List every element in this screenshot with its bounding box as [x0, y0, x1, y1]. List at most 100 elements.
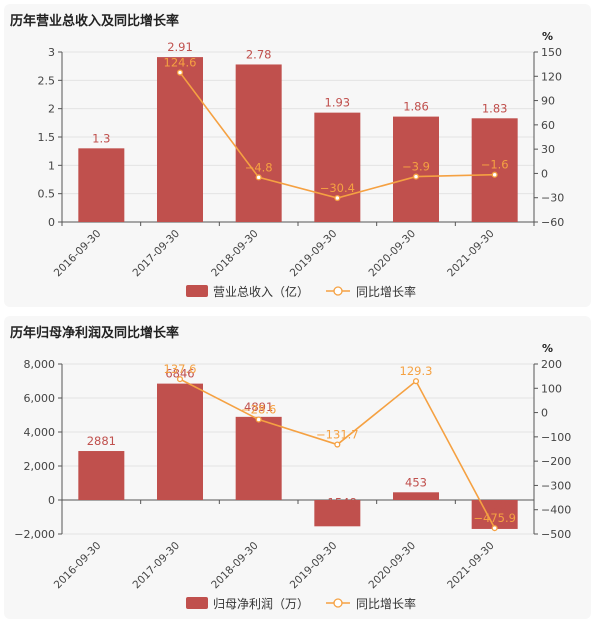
x-tick-label: 2016-09-30 [52, 540, 104, 592]
bar [314, 500, 361, 527]
y-tick-label-right: 100 [541, 382, 562, 395]
legend: 营业总收入（亿） 同比增长率 [186, 284, 416, 299]
x-tick-label: 2021-09-30 [445, 228, 497, 280]
y-tick-label-right: 120 [541, 70, 562, 83]
x-tick-label: 2020-09-30 [366, 540, 418, 592]
legend-bar-swatch [186, 597, 208, 609]
x-tick-label: 2019-09-30 [288, 540, 340, 592]
bar [235, 64, 282, 222]
y-tick-label-left: 1 [48, 159, 55, 172]
growth-value-label: −4.8 [245, 160, 273, 174]
bar [78, 148, 125, 222]
growth-value-label: 137.6 [164, 362, 197, 376]
y-tick-label-left: 0 [48, 216, 55, 229]
y-tick-label-left: −2,000 [14, 528, 55, 541]
legend: 归母净利润（万） 同比增长率 [186, 596, 416, 611]
bar [314, 112, 361, 222]
y-tick-label-right: 150 [541, 46, 562, 59]
legend-line-marker [333, 286, 343, 296]
y-tick-label-left: 1.5 [38, 131, 56, 144]
y-tick-label-left: 2.5 [38, 74, 56, 87]
growth-value-label: 129.3 [400, 364, 433, 378]
growth-point [334, 441, 341, 448]
y-tick-label-right: 200 [541, 358, 562, 371]
bar-value-label: 1.86 [403, 100, 429, 114]
bar [393, 492, 439, 500]
x-tick-label: 2017-09-30 [130, 228, 182, 280]
net-profit-chart: −2,000 0 2,000 4,000 6,000 8,000 −500 −400 −300 −… [14, 342, 571, 611]
growth-point [176, 69, 184, 76]
x-tick-label: 2018-09-30 [209, 540, 261, 592]
y-tick-label-right: −400 [541, 504, 571, 517]
x-tick-label: 2020-09-30 [366, 228, 418, 280]
bar-value-label: 6846 [165, 367, 194, 381]
growth-point [412, 378, 420, 385]
y-tick-label-right: −30 [541, 192, 564, 205]
legend-bar-label: 归母净利润（万） [213, 597, 309, 611]
y-tick-label-right: −200 [541, 455, 571, 468]
x-tick-label: 2018-09-30 [209, 228, 261, 280]
y-tick-label-left: 8,000 [24, 358, 56, 371]
growth-value-label: −28.6 [241, 403, 276, 417]
y-tick-label-right: 90 [541, 95, 555, 108]
growth-value-label: −131.7 [316, 428, 359, 442]
revenue-chart-panel: 历年营业总收入及同比增长率 0 0.5 1 1.5 2 2.5 3 −60 −30 0 30 60 90… [4, 4, 591, 307]
y-tick-label-right: 0 [541, 167, 548, 180]
bar [471, 500, 518, 529]
bar [157, 383, 203, 500]
y-tick-label-right: −60 [541, 216, 564, 229]
growth-value-label: −30.4 [320, 181, 355, 195]
net-profit-chart-panel: 历年归母净利润及同比增长率 −2,000 0 2,000 4,000 6,000 8,00… [4, 316, 591, 619]
y-tick-label-right: −300 [541, 479, 571, 492]
y-tick-label-right: −100 [541, 431, 571, 444]
legend-line-label: 同比增长率 [356, 596, 416, 611]
y-axis-right-unit: % [542, 342, 553, 355]
x-tick-label: 2016-09-30 [52, 228, 104, 280]
chart-title: 历年归母净利润及同比增长率 [10, 326, 180, 341]
y-tick-label-left: 0.5 [38, 188, 56, 201]
bar [157, 57, 203, 222]
growth-point [491, 525, 498, 532]
y-tick-label-left: 3 [48, 46, 55, 59]
growth-point [412, 173, 420, 180]
x-tick-label: 2021-09-30 [445, 540, 497, 592]
y-tick-label-right: 60 [541, 119, 555, 132]
growth-value-label: −475.9 [473, 511, 516, 525]
bar-value-label: 4891 [244, 400, 273, 414]
bar [78, 451, 125, 500]
bar-value-label: 1.3 [92, 131, 110, 145]
growth-point [334, 194, 341, 202]
legend-bar-label: 营业总收入（亿） [213, 284, 309, 299]
y-tick-label-left: 2 [48, 103, 55, 116]
bar-value-label: 2881 [87, 434, 116, 448]
growth-point [176, 376, 184, 383]
y-tick-label-right: −500 [541, 528, 571, 541]
bar-value-label: −1703 [475, 498, 514, 512]
x-tick-label: 2017-09-30 [130, 540, 182, 592]
bar-value-label: 453 [405, 475, 427, 489]
bar-value-label: 2.91 [167, 40, 193, 54]
growth-value-label: −1.6 [481, 158, 509, 172]
revenue-chart: 0 0.5 1 1.5 2 2.5 3 −60 −30 0 30 60 90 120 150% 2016-09… [38, 30, 565, 299]
legend-line-marker [333, 598, 343, 608]
y-axis-right-unit: % [542, 30, 553, 43]
y-tick-label-left: 2,000 [24, 460, 56, 473]
y-tick-label-right: 30 [541, 143, 555, 156]
x-tick-label: 2019-09-30 [288, 228, 340, 280]
y-tick-label-right: 0 [541, 407, 548, 420]
growth-value-label: −3.9 [402, 160, 430, 174]
legend-line-label: 同比增长率 [356, 284, 416, 299]
bar [471, 118, 518, 222]
growth-value-label: 124.6 [164, 56, 197, 70]
growth-point [491, 171, 498, 178]
y-tick-label-left: 4,000 [24, 426, 56, 439]
bar-value-label: 1.83 [482, 101, 508, 115]
legend-bar-swatch [186, 285, 208, 297]
growth-point [255, 174, 262, 181]
bar-value-label: −1548 [318, 495, 357, 509]
chart-title: 历年营业总收入及同比增长率 [10, 14, 180, 29]
y-tick-label-left: 0 [48, 494, 55, 507]
bar-value-label: 2.78 [246, 47, 272, 61]
growth-point [255, 416, 262, 423]
bar-value-label: 1.93 [325, 96, 351, 110]
